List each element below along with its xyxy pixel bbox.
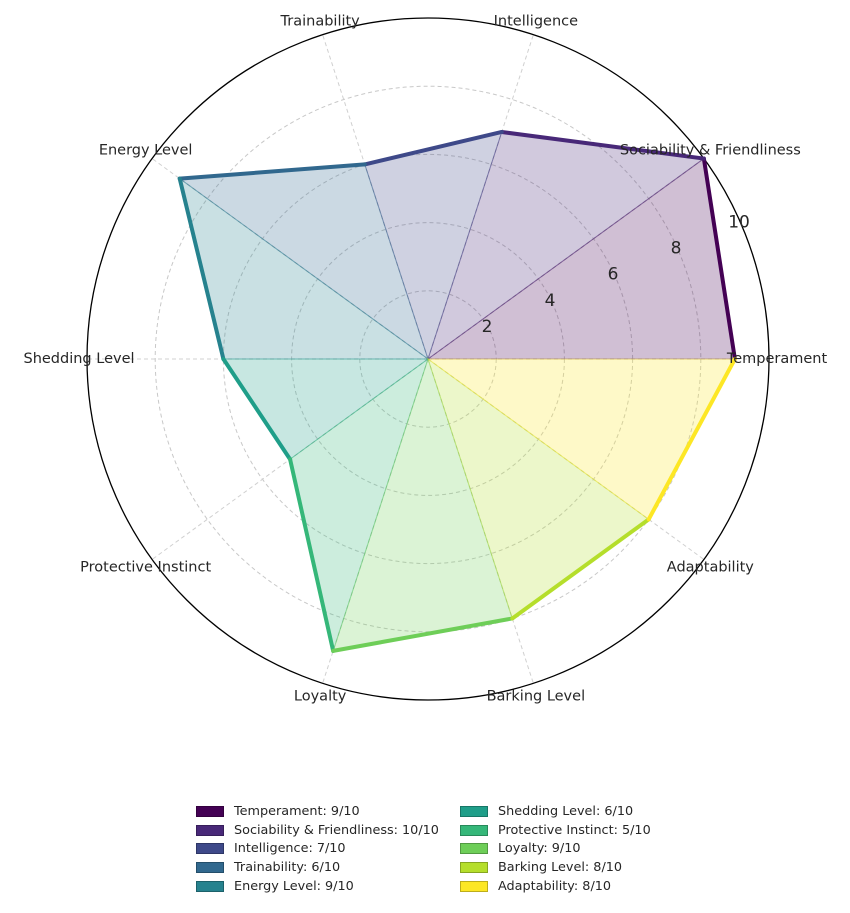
grid-spoke — [151, 158, 429, 360]
category-label: Protective Instinct — [80, 560, 211, 576]
category-label: Temperament — [726, 351, 828, 367]
legend-swatch — [196, 805, 224, 817]
legend-label: Barking Level: 8/10 — [498, 860, 623, 876]
legend-label: Energy Level: 9/10 — [234, 879, 354, 895]
tick-label: 10 — [728, 213, 750, 233]
legend-label: Sociability & Friendliness: 10/10 — [234, 822, 439, 838]
tick-label: 8 — [671, 239, 682, 259]
legend-item: Barking Level: 8/10 — [460, 858, 670, 877]
outer-edges — [177, 129, 737, 653]
grid — [86, 17, 770, 701]
wedges — [178, 131, 736, 653]
grid-spoke — [427, 34, 534, 360]
category-labels: Temperament Sociability & Friendliness Int… — [23, 13, 827, 704]
outer-frame — [86, 17, 770, 701]
tick-label: 2 — [482, 317, 493, 337]
edge-barking-level — [510, 517, 651, 621]
category-label: Trainability — [280, 13, 361, 29]
tick-label: 4 — [545, 291, 556, 311]
legend-swatch — [460, 843, 488, 855]
edge-temperament — [701, 156, 737, 361]
edge-adaptability — [646, 357, 737, 522]
category-label: Barking Level — [487, 689, 586, 705]
grid-spoke — [322, 34, 429, 360]
legend-item: Trainability: 6/10 — [196, 858, 460, 877]
edge-protective-instinct — [288, 457, 336, 653]
edge-shedding-level — [221, 357, 293, 462]
legend-item: Protective Instinct: 5/10 — [460, 821, 670, 840]
tick-label: 6 — [608, 265, 619, 285]
legend-label: Protective Instinct: 5/10 — [498, 822, 651, 838]
legend-item: Adaptability: 8/10 — [460, 877, 670, 896]
legend-item: Shedding Level: 6/10 — [460, 802, 670, 821]
legend-item: Intelligence: 7/10 — [196, 840, 460, 859]
legend-label: Intelligence: 7/10 — [234, 841, 346, 857]
legend-label: Loyalty: 9/10 — [498, 841, 581, 857]
category-label: Shedding Level — [23, 351, 134, 367]
grid-spoke — [427, 358, 534, 684]
legend-label: Temperament: 9/10 — [234, 803, 360, 819]
legend-item: Temperament: 9/10 — [196, 802, 460, 821]
legend-item: Sociability & Friendliness: 10/10 — [196, 821, 460, 840]
grid-spoke — [427, 158, 705, 360]
edge-energy-level — [177, 176, 226, 361]
legend-label: Shedding Level: 6/10 — [498, 803, 634, 819]
legend-swatch — [196, 843, 224, 855]
radial-tick-labels: 2 4 6 8 10 — [482, 213, 750, 337]
edge-intelligence — [362, 129, 504, 167]
legend-label: Adaptability: 8/10 — [498, 879, 612, 895]
legend-swatch — [460, 824, 488, 836]
category-label: Adaptability — [667, 560, 755, 576]
grid-spoke — [322, 358, 429, 684]
category-label: Sociability & Friendliness — [620, 142, 801, 158]
legend-swatch — [196, 881, 224, 893]
edge-loyalty — [331, 616, 515, 653]
edge-sociability-friendliness — [499, 129, 706, 161]
legend-item: Energy Level: 9/10 — [196, 877, 460, 896]
grid-spoke — [427, 358, 705, 560]
category-label: Intelligence — [494, 13, 578, 29]
legend-item: Loyalty: 9/10 — [460, 840, 670, 859]
legend-swatch — [196, 862, 224, 874]
legend-swatch — [460, 881, 488, 893]
legend-swatch — [196, 824, 224, 836]
legend-swatch — [460, 805, 488, 817]
category-label: Energy Level — [99, 142, 193, 158]
legend-swatch — [460, 862, 488, 874]
legend-label: Trainability: 6/10 — [234, 860, 341, 876]
grid-ring-2 — [359, 290, 497, 428]
legend: Temperament: 9/10 Sociability & Friendlin… — [196, 802, 676, 902]
edge-trainability — [177, 162, 367, 181]
category-label: Loyalty — [294, 689, 347, 705]
